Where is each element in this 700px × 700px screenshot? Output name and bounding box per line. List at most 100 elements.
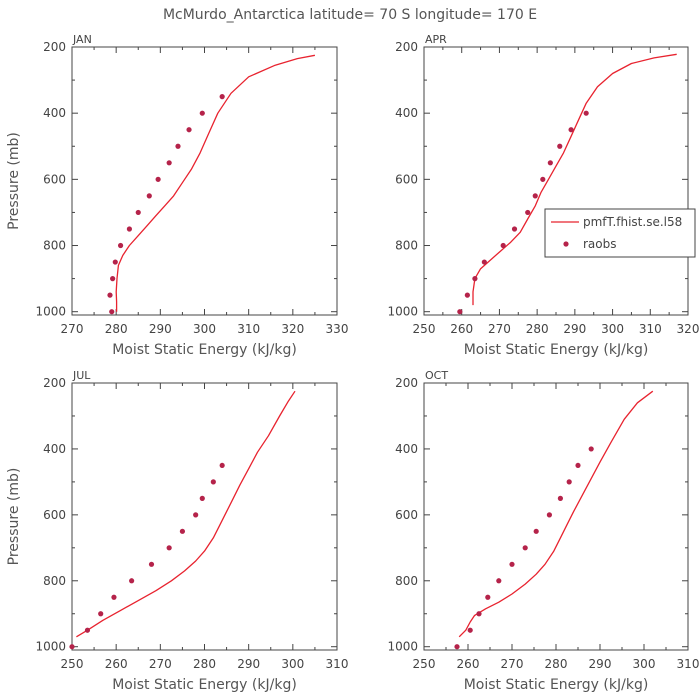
- y-tick-label: 200: [43, 376, 66, 390]
- panel-title: JAN: [72, 33, 92, 46]
- raobs-point: [557, 495, 564, 501]
- raobs-point: [219, 94, 225, 100]
- legend-obs-swatch: [563, 241, 569, 247]
- y-tick-label: 600: [395, 172, 418, 186]
- x-tick-label: 320: [677, 322, 700, 336]
- figure-title: McMurdo_Antarctica latitude= 70 S longit…: [163, 7, 537, 23]
- raobs-point: [175, 143, 181, 149]
- raobs-point: [525, 209, 531, 216]
- raobs-point: [546, 512, 553, 518]
- raobs-point: [219, 462, 225, 469]
- raobs-point: [566, 479, 572, 485]
- x-axis-label: Moist Static Energy (kJ/kg): [464, 342, 649, 358]
- y-tick-label: 1000: [35, 305, 66, 319]
- raobs-point: [109, 309, 115, 315]
- y-tick-label: 400: [395, 106, 418, 120]
- raobs-point: [588, 446, 594, 452]
- legend-box: [544, 208, 696, 258]
- panel-title: OCT: [425, 369, 448, 382]
- raobs-point: [148, 561, 155, 567]
- raobs-point: [112, 259, 118, 265]
- x-tick-label: 280: [526, 322, 549, 336]
- panel-apr: 250 260 270 280 290 300 310 320 200 400 600 800 1000…: [387, 33, 699, 358]
- raobs-point: [98, 611, 104, 617]
- y-tick-label: 200: [395, 376, 418, 390]
- raobs-point: [107, 292, 113, 298]
- raobs-point: [481, 259, 487, 265]
- raobs-point: [464, 292, 470, 298]
- x-tick-label: 280: [545, 657, 568, 671]
- raobs-point: [532, 193, 538, 199]
- raobs-point: [457, 309, 463, 315]
- raobs-point: [199, 495, 205, 501]
- x-tick-label: 300: [633, 657, 656, 671]
- x-tick-label: 290: [589, 657, 612, 671]
- y-tick-label: 200: [395, 40, 418, 54]
- raobs-point: [511, 226, 518, 232]
- x-tick-label: 270: [488, 322, 511, 336]
- raobs-point: [210, 479, 216, 485]
- y-tick-label: 1000: [35, 640, 66, 654]
- panel-title: JUL: [72, 369, 91, 382]
- x-tick-label: 280: [193, 657, 216, 671]
- x-tick-label: 310: [639, 322, 662, 336]
- x-tick-label: 250: [61, 657, 84, 671]
- y-tick-label: 400: [395, 442, 418, 456]
- panel-jan: 270 280 290 300 310 320 330 200 400 600 800 1000 JAN…: [6, 33, 348, 358]
- x-tick-label: 290: [563, 322, 586, 336]
- raobs-point: [166, 160, 172, 166]
- x-tick-label: 260: [450, 322, 473, 336]
- x-tick-label: 260: [457, 657, 480, 671]
- panel-title: APR: [425, 33, 447, 46]
- raobs-point: [485, 594, 491, 600]
- legend: pmfT.fhist.se.l58 raobs: [544, 208, 696, 258]
- y-tick-label: 1000: [387, 305, 418, 319]
- x-tick-label: 250: [413, 322, 436, 336]
- x-tick-label: 310: [237, 322, 260, 336]
- plot-frame: [423, 46, 689, 316]
- x-tick-label: 270: [61, 322, 84, 336]
- model-line: [76, 390, 296, 638]
- raobs-point: [69, 644, 75, 650]
- x-tick-label: 250: [413, 657, 436, 671]
- raobs-point: [522, 545, 528, 551]
- plot-frame: [71, 382, 338, 651]
- x-tick-label: 310: [326, 657, 349, 671]
- raobs-point: [135, 209, 141, 216]
- x-axis-label: Moist Static Energy (kJ/kg): [112, 342, 297, 358]
- y-tick-label: 600: [395, 508, 418, 522]
- y-tick-label: 800: [395, 574, 418, 588]
- panels: 270 280 290 300 310 320 330 200 400 600 800 1000 JAN…: [6, 33, 699, 693]
- legend-obs-label: raobs: [583, 237, 617, 251]
- y-axis-label: Pressure (mb): [6, 132, 22, 230]
- y-tick-label: 200: [43, 40, 66, 54]
- x-tick-label: 290: [237, 657, 260, 671]
- raobs-point: [547, 160, 553, 166]
- raobs-point: [129, 578, 135, 584]
- raobs-point: [509, 561, 515, 567]
- x-tick-label: 260: [105, 657, 128, 671]
- raobs-point: [166, 545, 172, 551]
- raobs-point: [155, 176, 161, 182]
- raobs-point: [533, 528, 539, 534]
- x-tick-label: 280: [105, 322, 128, 336]
- x-tick-label: 270: [149, 657, 172, 671]
- x-tick-label: 330: [326, 322, 349, 336]
- raobs-point: [476, 611, 482, 617]
- y-axis-label: Pressure (mb): [6, 468, 22, 566]
- raobs-point: [84, 627, 91, 633]
- plot-frame: [71, 46, 338, 316]
- y-tick-label: 800: [43, 574, 66, 588]
- raobs-point: [575, 462, 581, 469]
- x-tick-label: 320: [281, 322, 304, 336]
- x-tick-label: 300: [193, 322, 216, 336]
- raobs-point: [540, 176, 546, 182]
- y-tick-label: 800: [395, 239, 418, 253]
- raobs-point: [186, 127, 192, 133]
- raobs-point: [454, 644, 460, 650]
- raobs-point: [146, 193, 152, 199]
- panel-jul: 250 260 270 280 290 300 310 200 400 600 800 1000 JUL…: [6, 369, 348, 693]
- raobs-point: [467, 627, 473, 633]
- y-tick-label: 800: [43, 239, 66, 253]
